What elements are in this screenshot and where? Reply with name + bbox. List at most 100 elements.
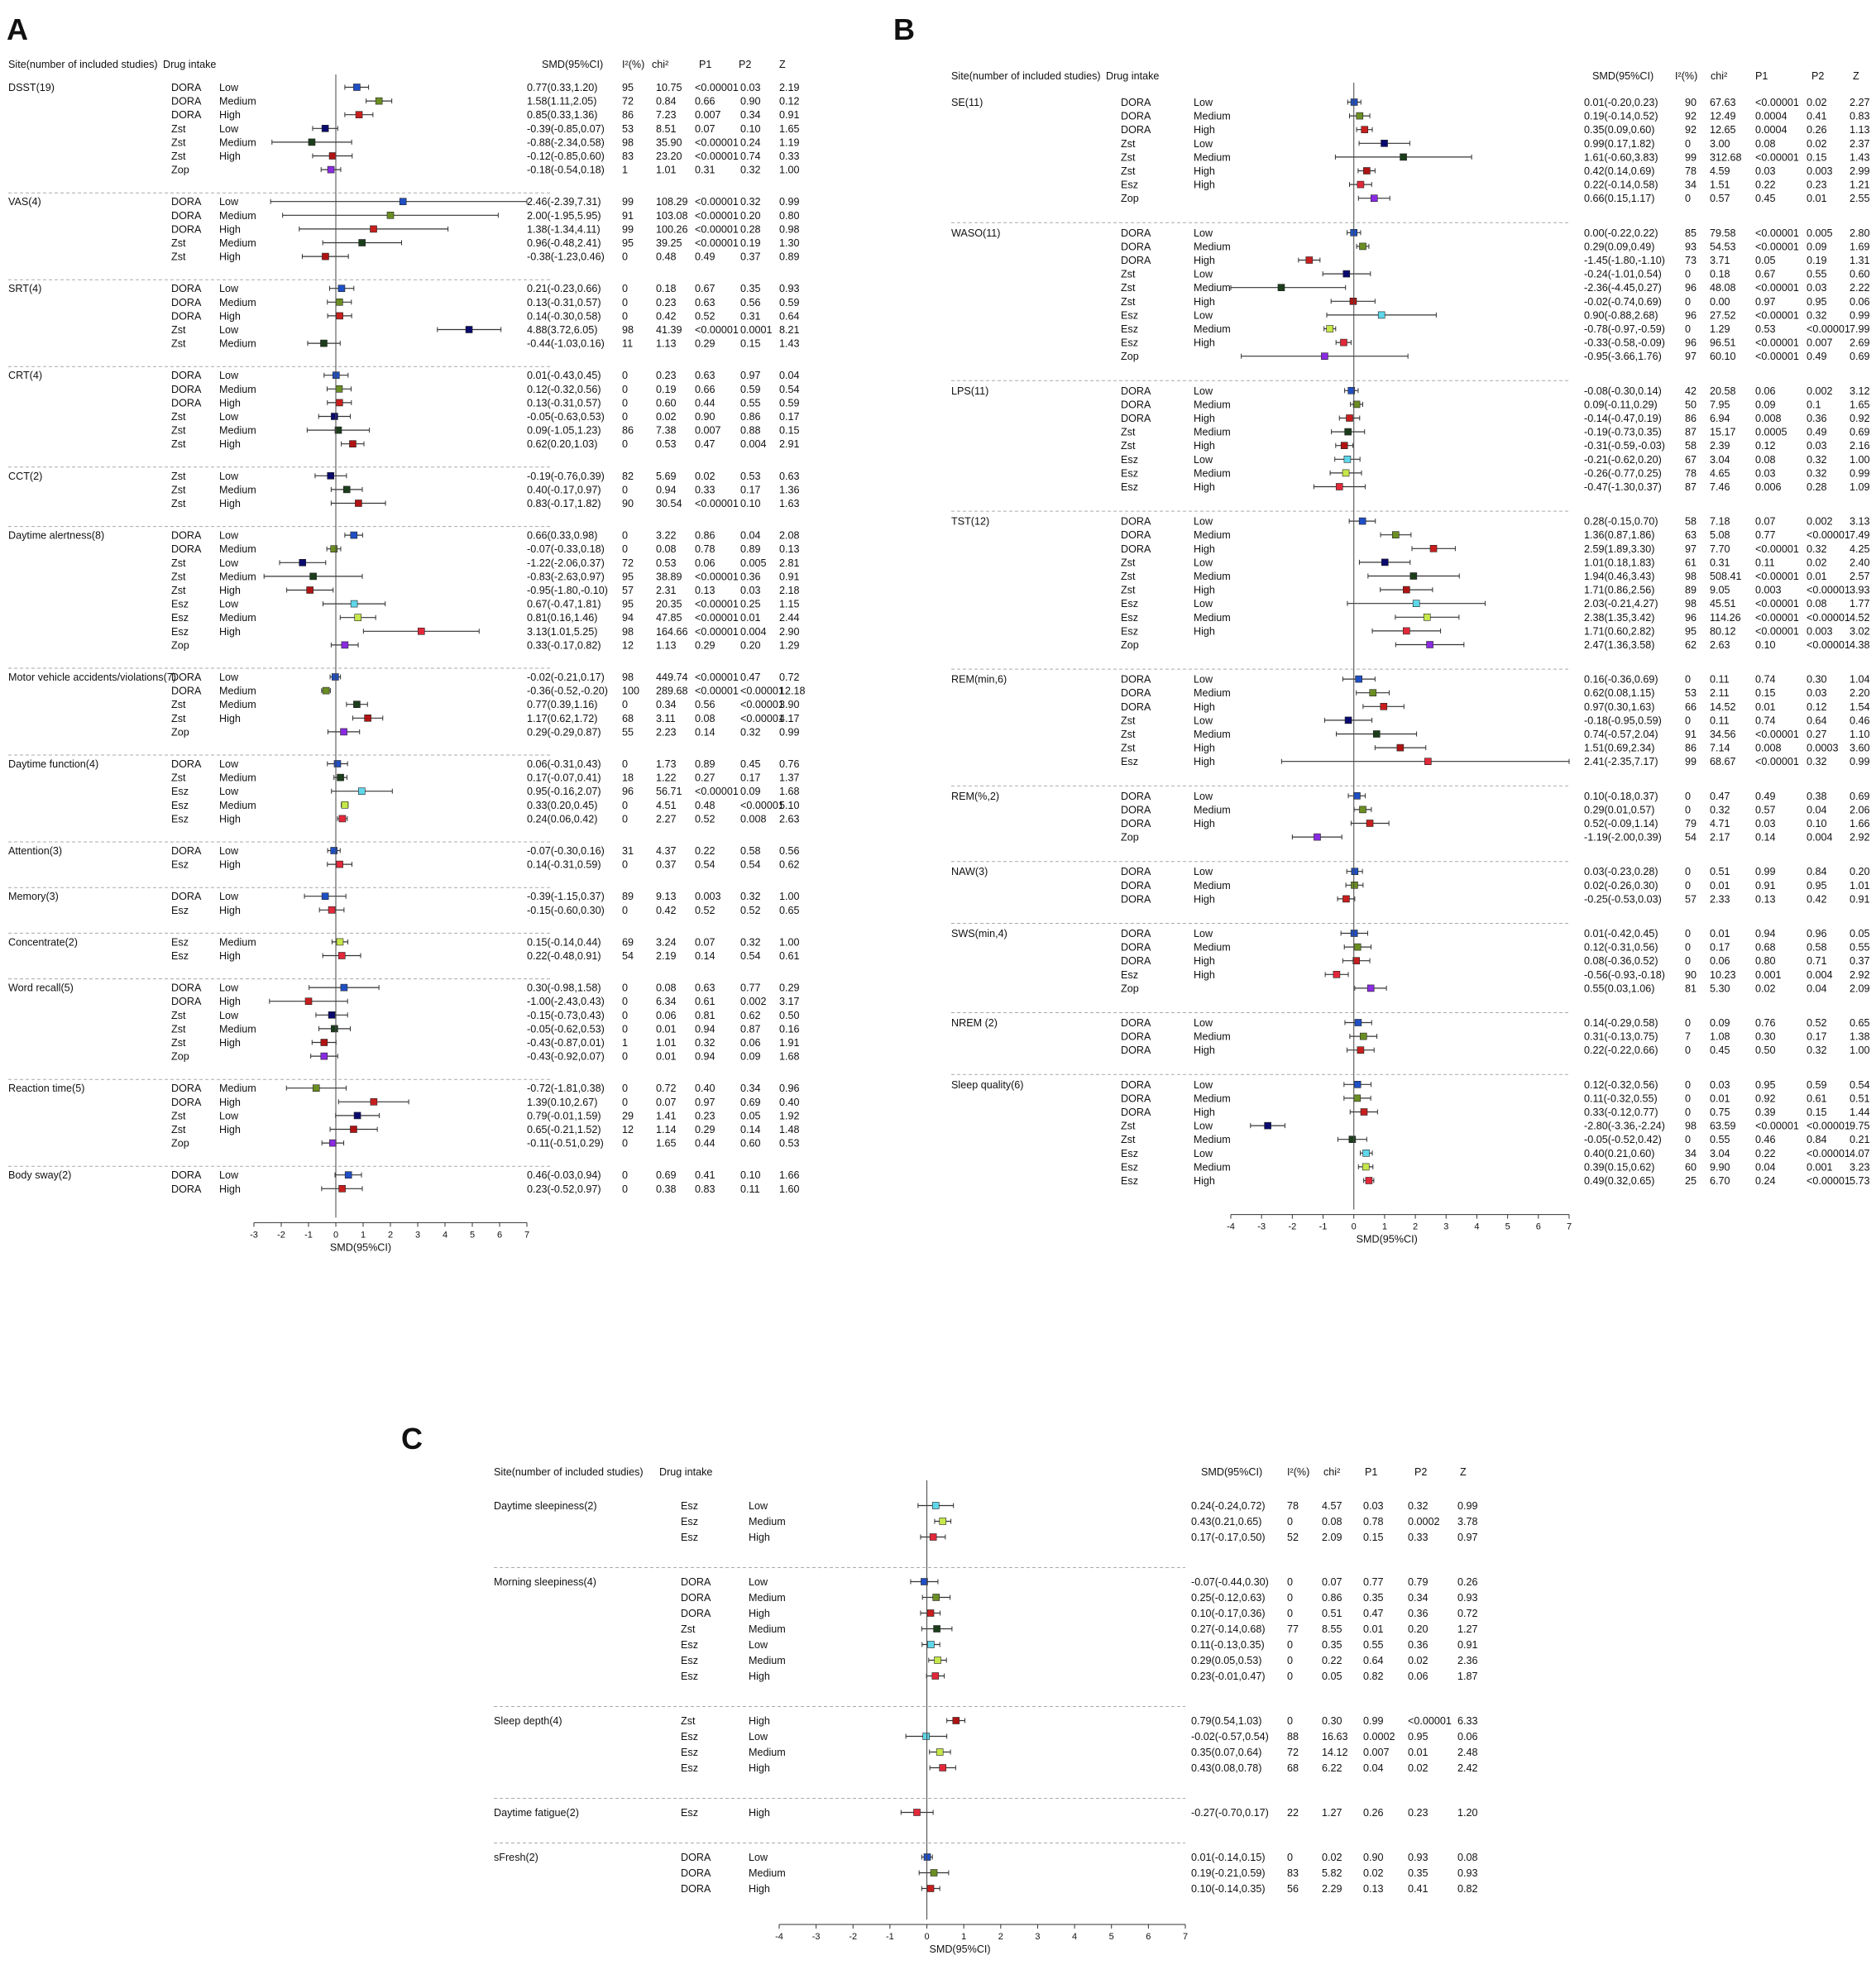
dose-level: Low (219, 82, 239, 93)
chi2-value: 9.90 (1710, 1161, 1730, 1173)
i2-value: 0 (622, 384, 628, 395)
p2-value: 0.20 (740, 210, 761, 222)
p1-value: 0.04 (1755, 1161, 1776, 1173)
z-value: 1.04 (1850, 674, 1870, 686)
chi2-value: 41.39 (656, 324, 682, 336)
header-site: Site(number of included studies) (951, 70, 1101, 82)
p1-value: <0.00001 (695, 686, 739, 697)
i2-value: 96 (1685, 612, 1697, 624)
table-row: DORA Low 0.00(-0.22,0.22) 85 79.58 <0.00001 0.… (1121, 227, 1870, 239)
p2-value: 0.95 (1807, 296, 1827, 308)
point-estimate (1361, 126, 1369, 133)
smd-ci-value: 0.33(0.20,0.45) (527, 800, 597, 811)
p2-value: <0.00001 (1807, 323, 1850, 335)
dose-level: Medium (1194, 687, 1231, 699)
i2-value: 95 (622, 571, 634, 582)
chi2-value: 0.02 (1322, 1852, 1342, 1863)
chi2-value: 0.86 (1322, 1592, 1342, 1604)
p1-value: 0.22 (1755, 179, 1776, 191)
p1-value: 0.50 (1755, 1045, 1776, 1056)
group-label: Sleep quality(6) (951, 1079, 1024, 1091)
point-estimate (320, 1039, 328, 1046)
table-row: Esz Low 0.67(-0.47,1.81) 95 20.35 <0.00001 0.2… (171, 599, 800, 610)
table-row: DORA High 0.97(0.30,1.63) 66 14.52 0.01 0.12 1.… (1121, 701, 1870, 713)
p2-value: 0.17 (740, 772, 761, 784)
drug-name: Zst (171, 557, 186, 569)
group: Body sway(2) DORA Low 0.46(-0.03,0.94) 0 0.69… (8, 1169, 800, 1195)
table-row: DORA Medium 0.02(-0.26,0.30) 0 0.01 0.91 0.95 1… (1121, 880, 1870, 892)
p2-value: 0.28 (740, 223, 761, 235)
p1-value: 0.82 (1363, 1671, 1384, 1682)
x-tick-label: 6 (497, 1230, 502, 1240)
chi2-value: 5.08 (1710, 529, 1730, 541)
table-row: DORA Low 0.66(0.33,0.98) 0 3.22 0.86 0.04 2.08 (171, 530, 800, 542)
point-estimate (936, 1748, 944, 1756)
point-estimate (930, 1869, 938, 1876)
i2-value: 99 (622, 223, 634, 235)
z-value: 0.99 (779, 196, 800, 208)
point-estimate (1362, 1163, 1370, 1171)
z-value: 0.50 (779, 1010, 800, 1021)
header-i2: I²(%) (622, 59, 644, 70)
chi2-value: 9.05 (1710, 585, 1730, 596)
z-value: 1.09 (1850, 481, 1870, 493)
point-estimate (933, 1625, 940, 1633)
panel-label: C (401, 1422, 423, 1456)
p2-value: 0.58 (740, 845, 761, 857)
table-row: Esz Medium 0.35(0.07,0.64) 72 14.12 0.007 0.01… (681, 1747, 1478, 1758)
i2-value: 0 (1685, 296, 1691, 308)
drug-name: Esz (1121, 1161, 1138, 1173)
z-value: 2.19 (779, 82, 800, 93)
table-row: Zst High -0.12(-0.85,0.60) 83 23.20 <0.00001 0… (171, 151, 800, 162)
z-value: 2.81 (779, 557, 800, 569)
table-row: Zst Low 4.88(3.72,6.05) 98 41.39 <0.00001 0.00… (171, 324, 800, 336)
z-value: 2.36 (1457, 1655, 1478, 1666)
group-label: Body sway(2) (8, 1169, 71, 1181)
table-row: Zst Medium 1.61(-0.60,3.83) 99 312.68 <0.0000… (1121, 151, 1870, 163)
point-estimate (1353, 943, 1362, 951)
p1-value: 0.68 (1755, 942, 1776, 954)
dose-level: High (219, 950, 241, 962)
chi2-value: 1.73 (656, 758, 677, 770)
p2-value: 0.42 (1807, 893, 1827, 905)
group-label: Daytime alertness(8) (8, 530, 104, 542)
group: LPS(11) DORA Low -0.08(-0.30,0.14) 42 20.58 0.… (951, 385, 1870, 493)
i2-value: 29 (622, 1110, 634, 1121)
i2-value: 0 (1287, 1715, 1293, 1727)
chi2-value: 289.68 (656, 686, 688, 697)
p1-value: 0.94 (1755, 928, 1776, 939)
table-row: DORA Low 0.10(-0.18,0.37) 0 0.47 0.49 0.38 0.69 (1121, 791, 1870, 802)
smd-ci-value: 0.14(-0.31,0.59) (527, 859, 601, 871)
smd-ci-value: 0.29(0.01,0.57) (1584, 804, 1654, 815)
i2-value: 0 (622, 310, 628, 322)
point-estimate (1412, 600, 1420, 608)
p1-value: <0.00001 (1755, 337, 1799, 349)
z-value: 2.57 (1850, 571, 1870, 582)
z-value: 1.77 (1850, 598, 1870, 610)
smd-ci-value: 0.79(0.54,1.03) (1191, 1715, 1261, 1727)
chi2-value: 2.11 (1710, 687, 1730, 699)
x-tick-label: 7 (1183, 1932, 1188, 1942)
dose-level: High (219, 498, 241, 509)
p1-value: 0.29 (695, 1124, 715, 1135)
z-value: 0.54 (1850, 1079, 1870, 1091)
chi2-value: 0.11 (1710, 715, 1730, 726)
p2-value: <0.00001 (740, 686, 784, 697)
group: SWS(min,4) DORA Low 0.01(-0.42,0.45) 0 0.01 0.… (951, 928, 1870, 994)
p2-value: 0.06 (740, 1037, 761, 1049)
p2-value: 0.10 (1807, 818, 1827, 829)
chi2-value: 2.33 (1710, 893, 1730, 905)
point-estimate (370, 1098, 378, 1106)
i2-value: 0 (1685, 942, 1691, 954)
p1-value: 0.05 (1755, 255, 1776, 266)
point-estimate (1335, 483, 1343, 490)
i2-value: 50 (1685, 399, 1697, 410)
header-drug-intake: Drug intake (659, 1466, 712, 1478)
point-estimate (330, 847, 337, 854)
point-estimate (1354, 1019, 1362, 1026)
p2-value: 0.59 (1807, 1079, 1827, 1091)
drug-name: DORA (171, 96, 202, 108)
header-i2: I²(%) (1287, 1466, 1309, 1478)
p2-value: 0.15 (740, 338, 761, 350)
